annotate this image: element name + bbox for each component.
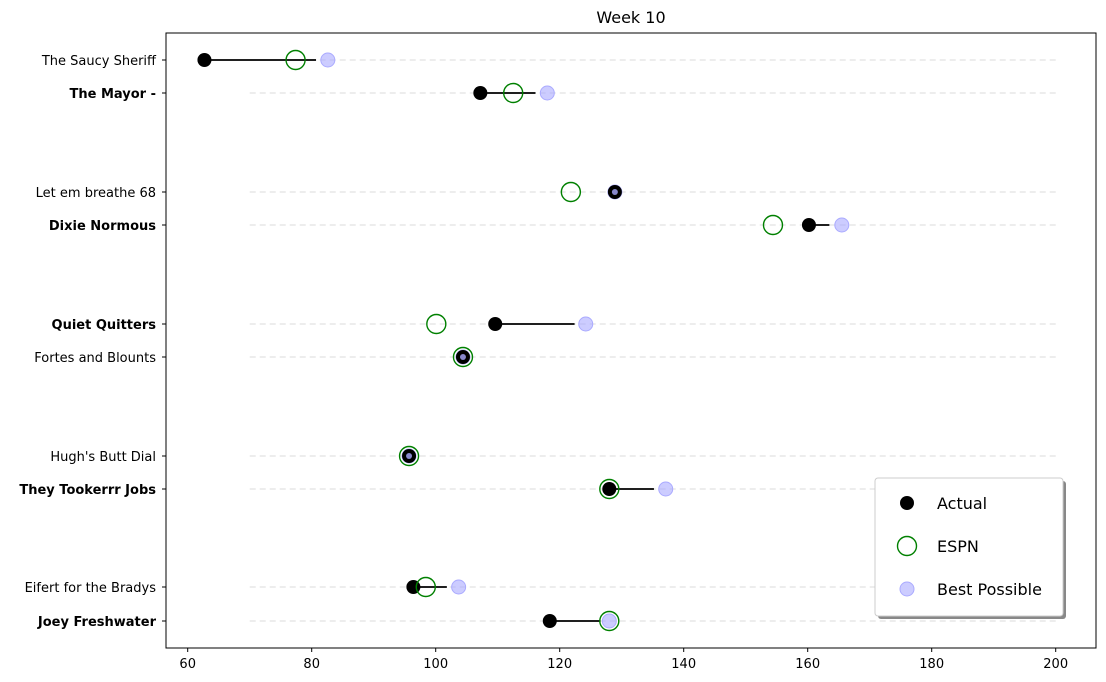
x-tick-label: 120	[547, 657, 572, 672]
x-tick-label: 140	[671, 657, 696, 672]
actual-point	[197, 53, 212, 67]
team-label: Hugh's Butt Dial	[50, 450, 156, 465]
legend-marker-actual	[900, 496, 914, 510]
actual-point	[473, 86, 488, 100]
x-tick-label: 180	[919, 657, 944, 672]
legend-marker-espn	[896, 535, 918, 557]
best-possible-point	[451, 579, 467, 595]
legend-marker-best	[899, 581, 915, 597]
legend-label: Actual	[937, 494, 987, 513]
espn-point	[560, 181, 582, 203]
espn-point	[503, 82, 524, 104]
team-label: The Saucy Sheriff	[41, 54, 157, 69]
legend-box	[874, 477, 1064, 617]
team-label: They Tookerrr Jobs	[19, 483, 156, 498]
best-possible-overlay	[406, 453, 413, 459]
best-possible-point	[320, 52, 336, 68]
actual-point	[542, 614, 557, 628]
team-label: Joey Freshwater	[37, 615, 157, 630]
team-label: Fortes and Blounts	[34, 351, 156, 366]
espn-point	[599, 478, 620, 500]
plot-area: 60 80 100 120 140 160 180 200 The Saucy Sheriff T…	[19, 32, 1097, 672]
team-label: Quiet Quitters	[52, 318, 157, 333]
espn-point	[398, 445, 420, 467]
actual-point	[602, 482, 617, 496]
plot-frame	[165, 32, 1097, 649]
espn-point	[762, 214, 784, 236]
team-label: Let em breathe 68	[36, 186, 156, 201]
actual-point	[488, 317, 503, 331]
team-label: Dixie Normous	[49, 219, 156, 234]
legend: Actual ESPN Best Possible	[874, 477, 1066, 619]
espn-point	[426, 313, 447, 335]
team-label: The Mayor -	[69, 87, 156, 102]
actual-point	[801, 218, 816, 232]
x-tick-label: 60	[179, 657, 196, 672]
best-possible-point	[601, 613, 617, 629]
best-possible-overlay	[459, 354, 466, 360]
chart-title: Week 10	[596, 8, 665, 27]
best-possible-point	[658, 481, 674, 497]
team-label: Eifert for the Bradys	[25, 581, 157, 596]
x-tick-label: 200	[1043, 657, 1068, 672]
legend-label: ESPN	[937, 537, 979, 556]
best-possible-overlay	[611, 189, 618, 195]
x-tick-label: 160	[795, 657, 820, 672]
espn-point	[285, 49, 306, 71]
legend-label: Best Possible	[937, 580, 1042, 599]
espn-point	[415, 576, 436, 598]
x-tick-label: 100	[423, 657, 448, 672]
best-possible-point	[578, 316, 594, 332]
best-possible-point	[539, 85, 555, 101]
espn-point	[599, 610, 620, 632]
x-tick-label: 80	[303, 657, 320, 672]
best-possible-point	[834, 217, 850, 233]
espn-point	[452, 346, 474, 368]
